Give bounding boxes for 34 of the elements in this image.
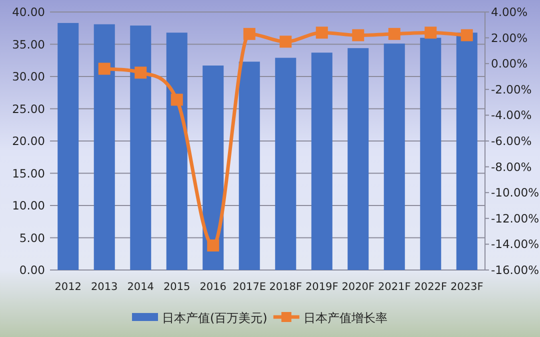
y2-tick-label: -14.00% <box>491 237 540 252</box>
x-tick-label: 2016 <box>200 281 227 293</box>
y-tick-label: 25.00 <box>12 102 45 116</box>
y-tick-label: 20.00 <box>12 134 45 148</box>
y-tick-label: 30.00 <box>12 70 45 84</box>
x-tick-label: 2021F <box>378 281 411 293</box>
y-tick-label: 10.00 <box>12 198 45 212</box>
y-tick-label: 35.00 <box>12 37 45 52</box>
x-tick-label: 2018F <box>269 281 302 293</box>
legend-label: 日本产值增长率 <box>303 311 388 325</box>
y2-tick-label: -10.00% <box>491 186 540 200</box>
x-tick-label: 2019F <box>305 281 338 293</box>
y-tick-label: 40.00 <box>12 5 45 19</box>
x-tick-label: 2012 <box>54 281 82 293</box>
y2-tick-label: -2.00% <box>491 82 532 96</box>
y2-tick-label: 2.00% <box>491 30 528 45</box>
x-tick-label: 2022F <box>414 281 448 293</box>
x-tick-label: 2017E <box>232 281 266 293</box>
x-tick-label: 2013 <box>91 281 118 293</box>
y-tick-label: 15.00 <box>12 166 45 180</box>
y-tick-label: 5.00 <box>19 230 45 245</box>
y2-tick-label: 4.00% <box>491 5 528 19</box>
y2-tick-label: -4.00% <box>491 108 532 122</box>
y2-tick-label: -6.00% <box>491 134 532 148</box>
y2-tick-label: -16.00% <box>491 263 540 277</box>
y2-tick-label: -12.00% <box>491 211 540 226</box>
x-tick-label: 2015 <box>164 281 190 293</box>
y2-tick-label: -8.00% <box>491 160 532 174</box>
x-tick-label: 2023F <box>450 281 484 293</box>
legend-label: 日本产值(百万美元) <box>162 311 268 325</box>
y2-tick-label: 0.00% <box>491 56 528 71</box>
x-tick-label: 2014 <box>127 281 154 293</box>
x-tick-label: 2020F <box>342 281 375 293</box>
y-tick-label: 0.00 <box>19 263 45 277</box>
